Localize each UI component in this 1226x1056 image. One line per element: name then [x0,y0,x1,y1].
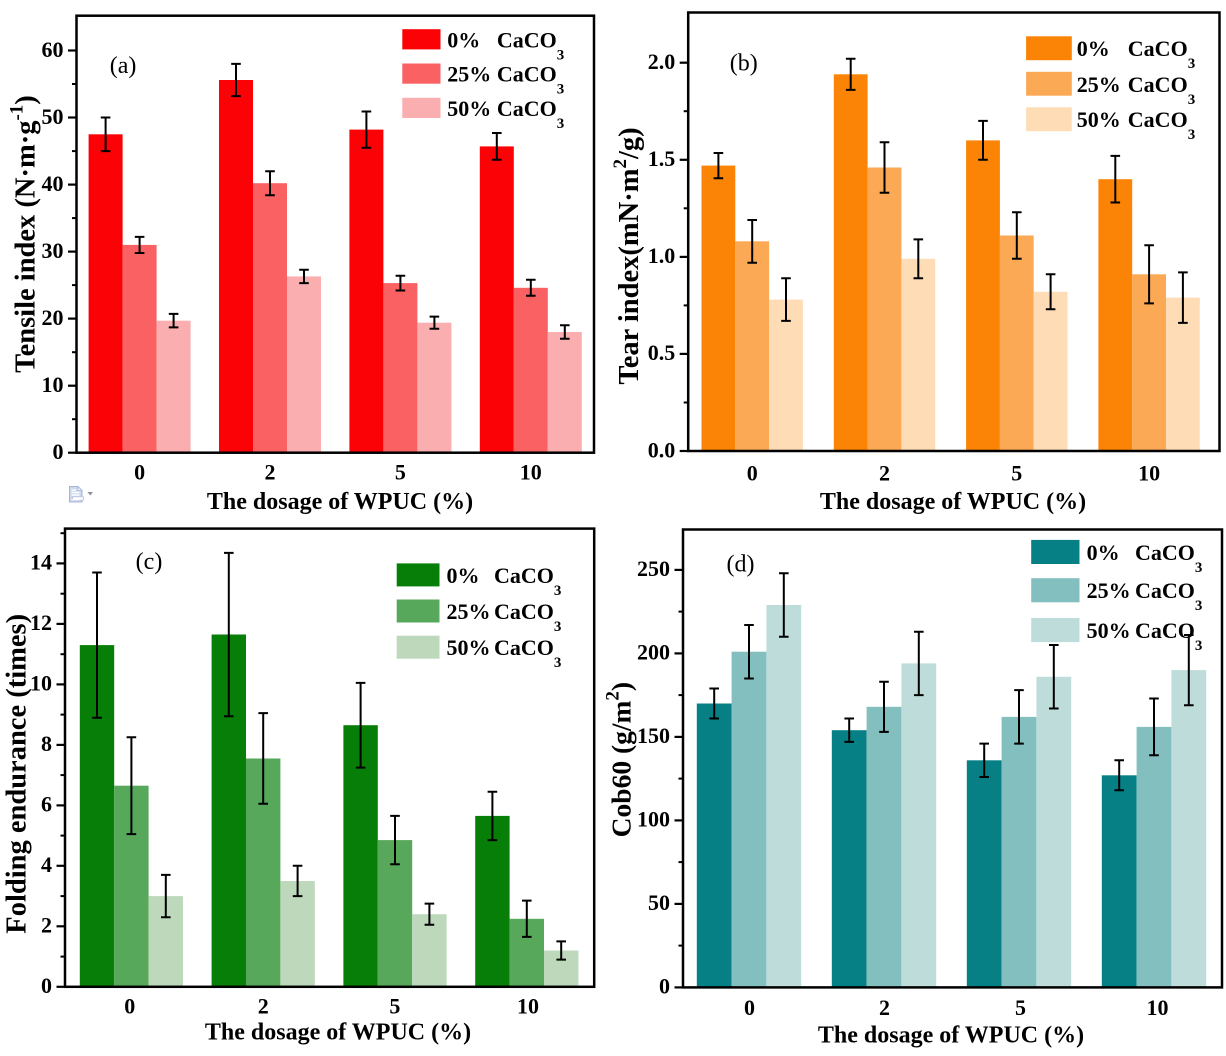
svg-text:0%: 0% [1087,540,1120,565]
svg-text:0%: 0% [447,563,480,588]
svg-text:8: 8 [41,731,52,756]
svg-text:(d): (d) [727,552,755,578]
svg-text:2: 2 [258,994,269,1019]
svg-text:10: 10 [1138,461,1160,486]
svg-text:14: 14 [30,550,52,575]
svg-text:25%: 25% [1077,72,1121,97]
svg-text:0%: 0% [447,27,480,52]
svg-text:50%: 50% [1077,107,1121,132]
svg-text:10: 10 [517,994,539,1019]
svg-text:2.0: 2.0 [648,49,676,74]
svg-text:10: 10 [30,671,52,696]
svg-text:150: 150 [637,723,670,748]
svg-text:20: 20 [42,305,64,330]
svg-text:200: 200 [637,640,670,665]
svg-text:The dosage of WPUC (%): The dosage of WPUC (%) [820,489,1086,515]
svg-text:60: 60 [42,37,64,62]
svg-text:Cob60 (g/m2​): Cob60 (g/m2​) [603,682,637,837]
svg-text:100: 100 [637,807,670,832]
svg-text:50%: 50% [447,96,491,121]
svg-text:0: 0 [41,973,52,998]
svg-text:10: 10 [520,459,542,484]
svg-text:0: 0 [134,459,145,484]
svg-text:0.0: 0.0 [648,437,676,462]
svg-text:50%: 50% [447,635,491,660]
svg-text:5: 5 [1015,995,1026,1020]
svg-text:25%: 25% [447,62,491,87]
svg-text:0%: 0% [1077,36,1110,61]
svg-text:2: 2 [41,913,52,938]
svg-text:Tensile index (N·m·g-1​): Tensile index (N·m·g-1​) [7,95,42,373]
svg-text:2: 2 [879,461,890,486]
svg-text:Tear index(mN·m2​/g): Tear index(mN·m2​/g) [610,127,645,384]
svg-text:12: 12 [30,610,52,635]
svg-text:50%: 50% [1087,618,1131,643]
svg-text:40: 40 [42,171,64,196]
svg-text:6: 6 [41,792,52,817]
svg-text:50: 50 [42,104,64,129]
svg-text:1.0: 1.0 [648,243,676,268]
svg-text:2: 2 [879,995,890,1020]
svg-text:5: 5 [1011,461,1022,486]
svg-text:The dosage of WPUC (%): The dosage of WPUC (%) [818,1023,1084,1049]
svg-text:(a): (a) [110,53,137,79]
svg-text:5: 5 [395,459,406,484]
svg-text:0: 0 [124,994,135,1019]
svg-text:10: 10 [1147,995,1169,1020]
svg-text:250: 250 [637,556,670,581]
svg-text:0: 0 [659,974,670,999]
svg-text:25%: 25% [1087,578,1131,603]
svg-text:5: 5 [389,994,400,1019]
svg-text:(b): (b) [730,51,758,77]
svg-text:2: 2 [265,459,276,484]
svg-text:0.5: 0.5 [648,340,676,365]
svg-text:25%: 25% [447,599,491,624]
svg-text:4: 4 [41,852,52,877]
svg-text:30: 30 [42,238,64,263]
svg-text:The dosage of WPUC (%): The dosage of WPUC (%) [205,1020,471,1046]
svg-text:0: 0 [747,461,758,486]
svg-text:Folding endurance (times): Folding endurance (times) [2,614,33,934]
svg-text:0: 0 [744,995,755,1020]
svg-text:(c): (c) [136,549,163,575]
svg-text:1.5: 1.5 [648,146,676,171]
svg-text:50: 50 [648,890,670,915]
svg-text:10: 10 [42,372,64,397]
svg-text:0: 0 [53,439,64,464]
svg-text:The dosage of WPUC (%): The dosage of WPUC (%) [207,489,473,515]
